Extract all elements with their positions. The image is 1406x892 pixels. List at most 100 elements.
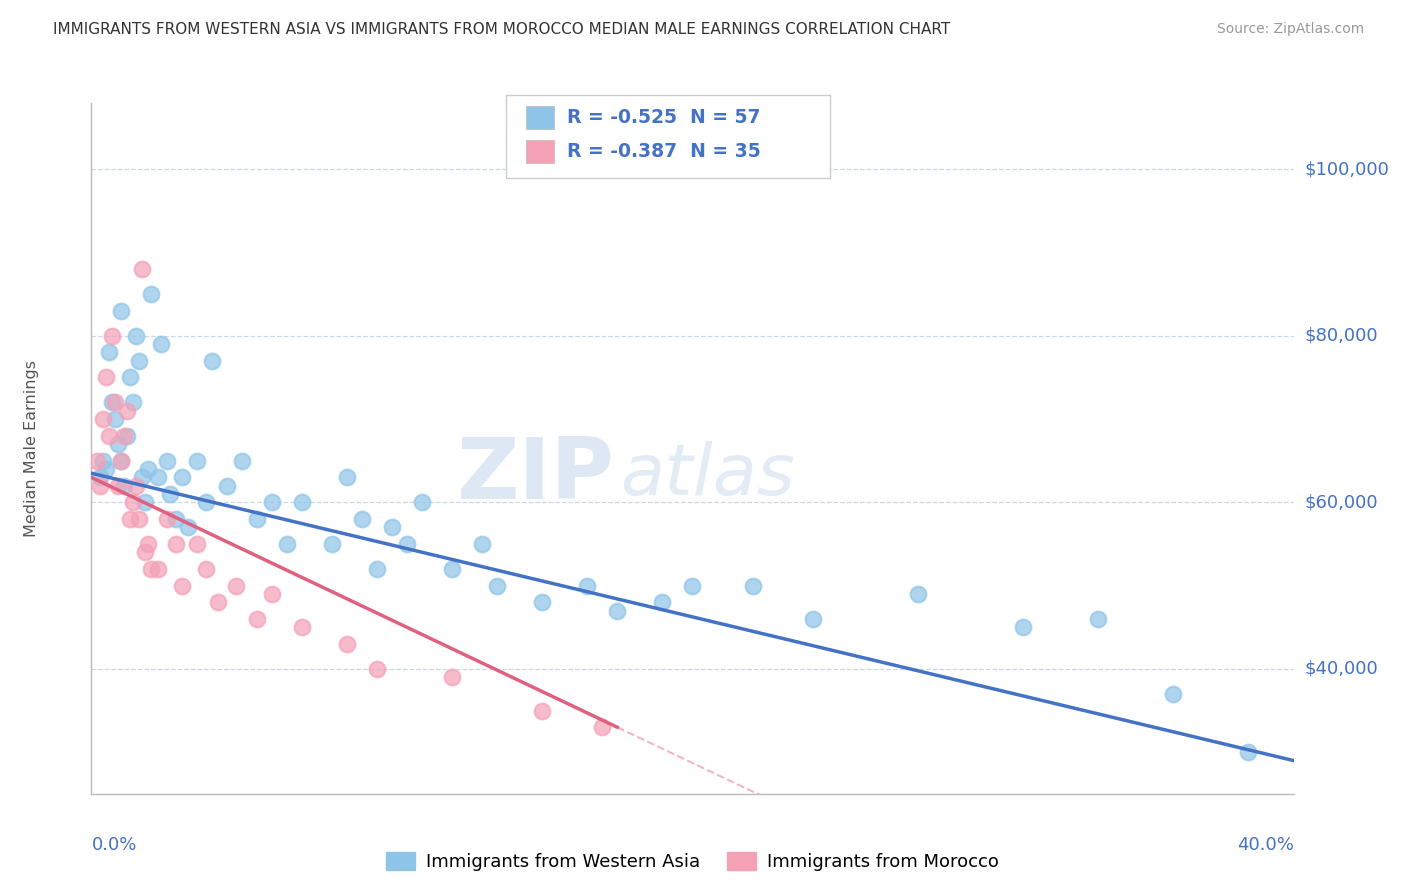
- Text: ZIP: ZIP: [457, 434, 614, 517]
- Point: [117, 428, 139, 442]
- Point: [291, 495, 314, 509]
- Point: [165, 537, 187, 551]
- Point: [131, 262, 153, 277]
- Text: $80,000: $80,000: [1305, 326, 1378, 345]
- Point: [165, 512, 187, 526]
- Point: [114, 479, 136, 493]
- Point: [246, 612, 269, 626]
- Point: [107, 437, 129, 451]
- Point: [89, 479, 111, 493]
- Point: [651, 595, 673, 609]
- Point: [98, 345, 121, 359]
- Point: [260, 495, 283, 509]
- Point: [260, 587, 283, 601]
- Point: [681, 579, 703, 593]
- Legend: Immigrants from Western Asia, Immigrants from Morocco: Immigrants from Western Asia, Immigrants…: [380, 845, 1005, 879]
- Point: [366, 562, 388, 576]
- Point: [120, 512, 142, 526]
- Point: [176, 520, 198, 534]
- Point: [89, 470, 111, 484]
- Point: [246, 512, 269, 526]
- Point: [225, 579, 247, 593]
- Point: [170, 470, 193, 484]
- Point: [101, 328, 124, 343]
- Text: $100,000: $100,000: [1305, 161, 1389, 178]
- Point: [155, 512, 177, 526]
- Point: [159, 487, 181, 501]
- Point: [336, 637, 359, 651]
- Point: [194, 562, 217, 576]
- Point: [141, 562, 163, 576]
- Point: [122, 495, 145, 509]
- Text: $60,000: $60,000: [1305, 493, 1378, 511]
- Point: [141, 287, 163, 301]
- Point: [186, 454, 208, 468]
- Text: IMMIGRANTS FROM WESTERN ASIA VS IMMIGRANTS FROM MOROCCO MEDIAN MALE EARNINGS COR: IMMIGRANTS FROM WESTERN ASIA VS IMMIGRAN…: [53, 22, 950, 37]
- Point: [411, 495, 433, 509]
- Point: [1237, 745, 1260, 759]
- Point: [231, 454, 253, 468]
- Point: [215, 479, 238, 493]
- Point: [606, 604, 628, 618]
- Point: [125, 328, 148, 343]
- Point: [128, 353, 150, 368]
- Text: 40.0%: 40.0%: [1237, 836, 1294, 854]
- Point: [122, 395, 145, 409]
- Point: [86, 454, 108, 468]
- Text: Median Male Earnings: Median Male Earnings: [24, 359, 39, 537]
- Point: [801, 612, 824, 626]
- Point: [381, 520, 404, 534]
- Point: [96, 462, 118, 476]
- Point: [576, 579, 599, 593]
- Point: [138, 537, 160, 551]
- Text: Source: ZipAtlas.com: Source: ZipAtlas.com: [1216, 22, 1364, 37]
- Point: [114, 428, 136, 442]
- Point: [907, 587, 929, 601]
- Point: [1087, 612, 1109, 626]
- Point: [149, 337, 172, 351]
- Point: [110, 303, 132, 318]
- Point: [395, 537, 418, 551]
- Point: [134, 495, 156, 509]
- Point: [155, 454, 177, 468]
- Point: [96, 370, 118, 384]
- Point: [591, 720, 613, 734]
- Point: [120, 370, 142, 384]
- Point: [128, 512, 150, 526]
- Point: [93, 412, 115, 426]
- Point: [336, 470, 359, 484]
- Point: [110, 454, 132, 468]
- Point: [138, 462, 160, 476]
- Point: [186, 537, 208, 551]
- Point: [98, 428, 121, 442]
- Point: [101, 395, 124, 409]
- Point: [104, 395, 127, 409]
- Point: [366, 662, 388, 676]
- Text: $40,000: $40,000: [1305, 660, 1378, 678]
- Point: [1012, 620, 1035, 634]
- Text: R = -0.387  N = 35: R = -0.387 N = 35: [567, 142, 761, 161]
- Point: [440, 562, 463, 576]
- Point: [321, 537, 343, 551]
- Point: [276, 537, 298, 551]
- Point: [107, 479, 129, 493]
- Point: [471, 537, 494, 551]
- Point: [741, 579, 763, 593]
- Point: [146, 562, 169, 576]
- Point: [531, 704, 554, 718]
- Point: [291, 620, 314, 634]
- Point: [104, 412, 127, 426]
- Point: [201, 353, 224, 368]
- Point: [1161, 687, 1184, 701]
- Point: [131, 470, 153, 484]
- Text: atlas: atlas: [620, 442, 794, 510]
- Point: [350, 512, 373, 526]
- Point: [93, 454, 115, 468]
- Point: [194, 495, 217, 509]
- Point: [486, 579, 509, 593]
- Point: [170, 579, 193, 593]
- Point: [134, 545, 156, 559]
- Point: [146, 470, 169, 484]
- Point: [531, 595, 554, 609]
- Point: [117, 403, 139, 417]
